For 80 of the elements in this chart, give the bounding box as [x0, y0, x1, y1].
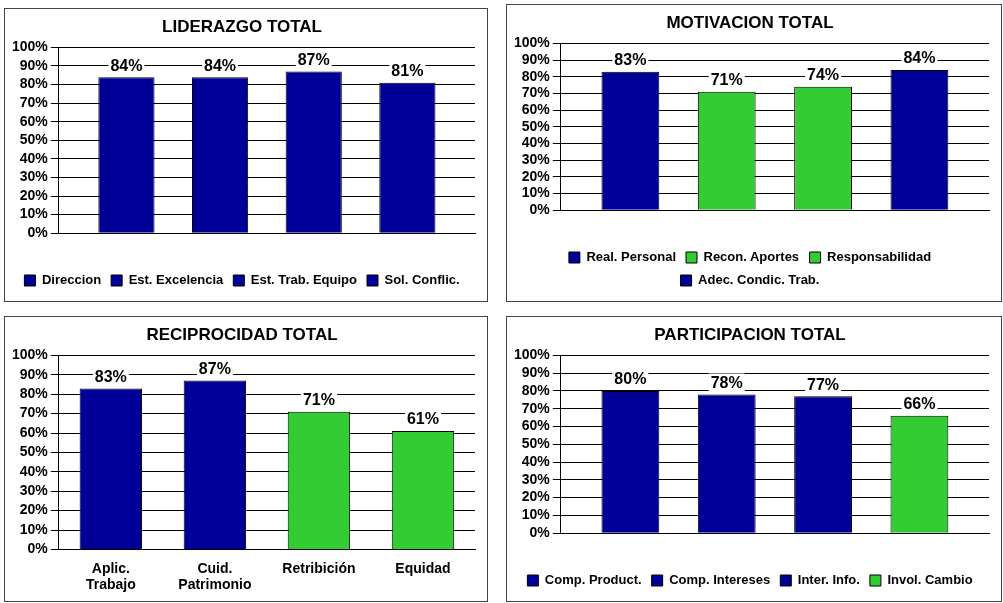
y-tick-label: 40% — [521, 452, 551, 469]
x-tick-label: Equidad — [395, 559, 451, 576]
y-tick-label: 0% — [27, 540, 49, 557]
y-tick-label: 90% — [19, 56, 49, 73]
y-tick-label: 30% — [19, 168, 49, 185]
y-tick-label: 50% — [521, 435, 551, 452]
data-label: 87% — [297, 50, 330, 68]
y-tick-label: 20% — [19, 501, 49, 518]
y-tick-label: 30% — [521, 151, 551, 168]
legend-label: Recon. Aportes — [703, 249, 800, 265]
y-tick-label: 10% — [521, 184, 551, 201]
y-tick-label: 20% — [521, 488, 551, 505]
y-tick-label: 20% — [19, 186, 49, 203]
data-label: 78% — [710, 373, 743, 391]
data-label: 77% — [807, 375, 840, 393]
y-tick-label: 40% — [19, 462, 49, 479]
chart-title: PARTICIPACION TOTAL — [654, 324, 846, 344]
data-label: 84% — [903, 49, 936, 67]
y-tick-label: 80% — [521, 67, 551, 84]
legend-label: Comp. Intereses — [669, 572, 771, 588]
y-tick-label: 60% — [521, 100, 551, 117]
y-tick-label: 30% — [19, 482, 49, 499]
data-label: 61% — [406, 410, 439, 428]
data-label: 83% — [614, 51, 647, 69]
y-tick-label: 0% — [529, 524, 551, 541]
y-tick-label: 90% — [521, 50, 551, 67]
data-label: 66% — [903, 395, 936, 413]
data-label: 80% — [614, 370, 647, 388]
y-tick-label: 30% — [521, 470, 551, 487]
data-label: 84% — [110, 56, 143, 74]
y-tick-label: 80% — [521, 381, 551, 398]
y-tick-label: 70% — [19, 94, 49, 110]
y-tick-label: 10% — [19, 520, 49, 537]
data-label: 83% — [94, 367, 127, 385]
y-tick-label: 90% — [19, 365, 49, 382]
chart-title: RECIPROCIDAD TOTAL — [146, 324, 338, 344]
legend-label: Responsabilidad — [827, 249, 932, 265]
y-tick-label: 40% — [521, 134, 551, 151]
data-label: 87% — [198, 360, 231, 378]
y-tick-label: 60% — [19, 112, 49, 129]
x-tick-label: Retribición — [282, 559, 356, 576]
y-tick-label: 50% — [521, 117, 551, 134]
y-tick-label: 50% — [19, 131, 49, 148]
x-tick-label: Cuid. Patrimonio — [178, 559, 252, 593]
legend-label: Invol. Cambio — [887, 572, 973, 588]
y-tick-label: 50% — [19, 443, 49, 460]
y-tick-label: 80% — [19, 75, 49, 92]
y-tick-label: 60% — [521, 417, 551, 434]
y-tick-label: 10% — [521, 506, 551, 523]
y-tick-label: 100% — [11, 346, 49, 363]
legend-label: Est. Trab. Equipo — [250, 272, 358, 288]
y-tick-label: 70% — [521, 84, 551, 101]
y-tick-label: 70% — [19, 404, 49, 421]
y-tick-label: 100% — [11, 38, 49, 55]
x-tick-label: Aplic. Trabajo — [85, 559, 136, 593]
y-tick-label: 100% — [513, 346, 551, 363]
data-label: 74% — [807, 66, 840, 84]
legend-label: Real. Personal — [586, 249, 677, 265]
y-tick-label: 90% — [521, 364, 551, 381]
y-tick-label: 70% — [521, 399, 551, 416]
legend-label: Direccion — [41, 272, 102, 288]
legend-label: Est. Excelencia — [128, 272, 225, 288]
chart-title: LIDERAZGO TOTAL — [162, 16, 322, 36]
data-label: 81% — [391, 62, 424, 80]
y-tick-label: 100% — [513, 34, 551, 51]
y-tick-label: 0% — [529, 201, 551, 218]
legend-label: Comp. Product. — [544, 572, 642, 588]
chart-title: MOTIVACION TOTAL — [666, 12, 834, 32]
y-tick-label: 80% — [19, 385, 49, 402]
y-tick-label: 40% — [19, 149, 49, 166]
y-tick-label: 60% — [19, 423, 49, 440]
legend-label: Inter. Info. — [797, 572, 860, 588]
y-tick-label: 20% — [521, 167, 551, 184]
y-tick-label: 0% — [27, 224, 49, 241]
legend-label: Adec. Condic. Trab. — [698, 272, 820, 288]
data-label: 71% — [710, 71, 743, 89]
data-label: 84% — [204, 56, 237, 74]
y-tick-label: 10% — [19, 205, 49, 222]
legend-label: Sol. Conflic. — [384, 272, 460, 288]
data-label: 71% — [302, 391, 335, 409]
